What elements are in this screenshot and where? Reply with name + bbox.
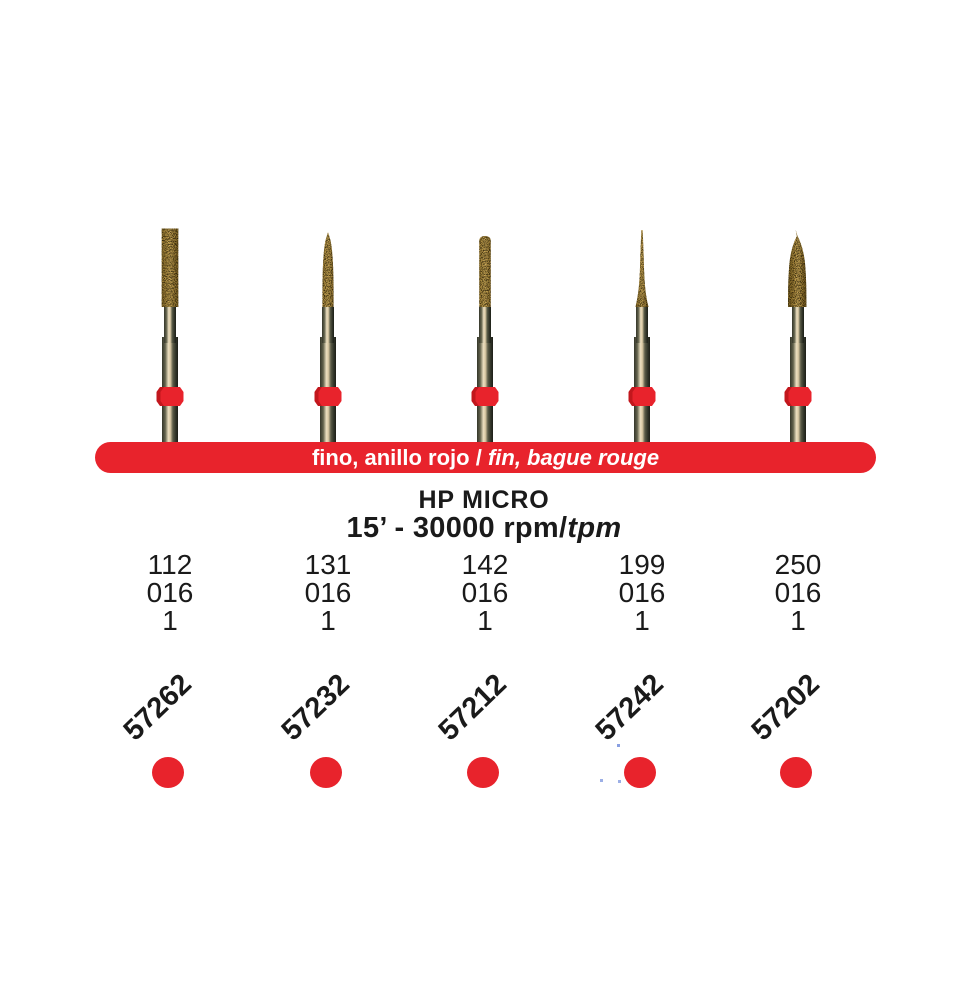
svg-text:57202: 57202 <box>746 668 826 747</box>
svg-text:57212: 57212 <box>433 668 513 747</box>
svg-text:57242: 57242 <box>590 668 670 747</box>
svg-text:57262: 57262 <box>118 668 198 747</box>
svg-text:57232: 57232 <box>276 668 356 747</box>
